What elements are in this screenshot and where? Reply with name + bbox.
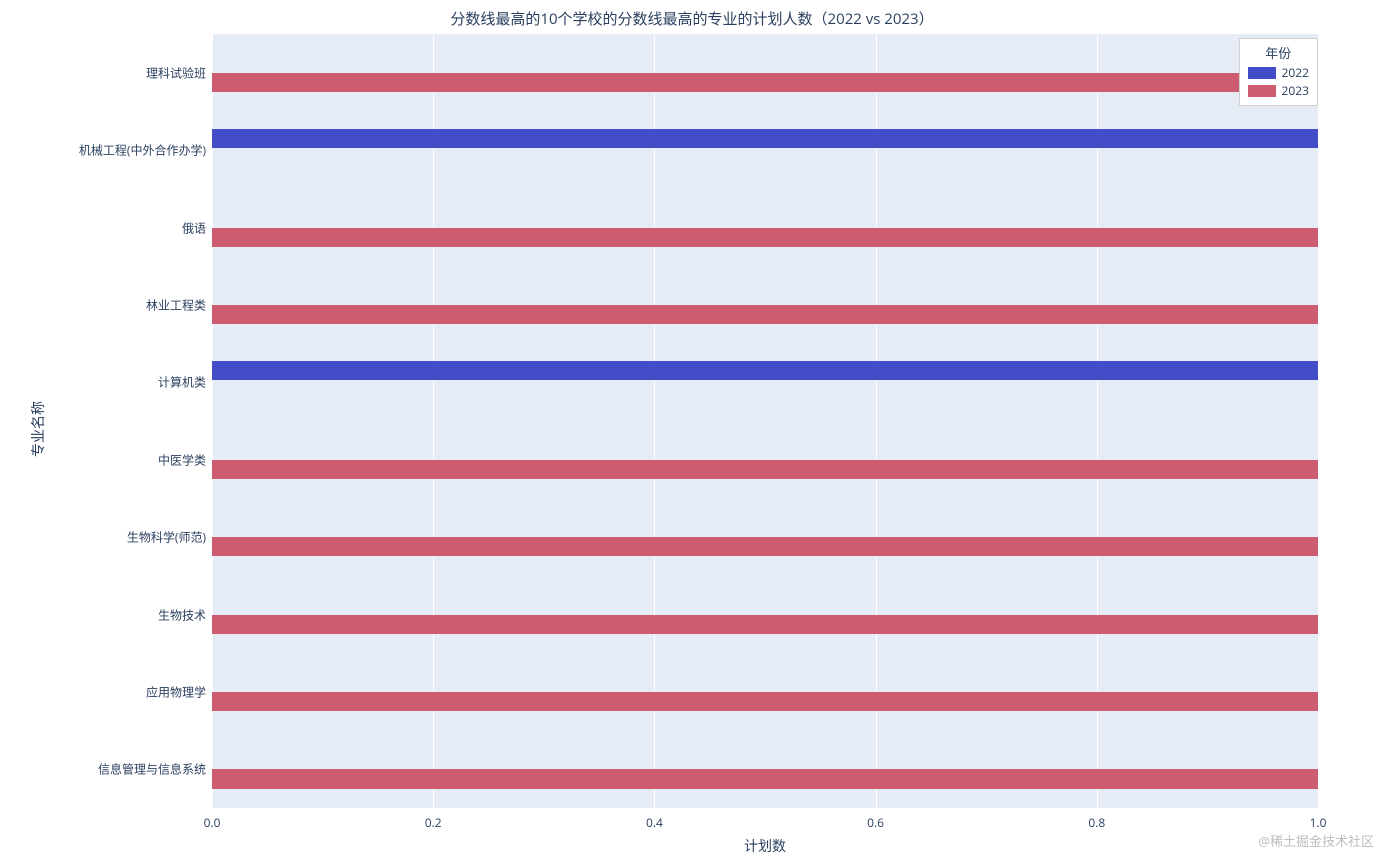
bar-2022 [212, 129, 1318, 148]
x-tick-label: 0.4 [646, 814, 663, 831]
bar-2022 [212, 361, 1318, 380]
chart-container: 分数线最高的10个学校的分数线最高的专业的计划人数（2022 vs 2023） … [0, 0, 1384, 858]
bar-2023 [212, 305, 1318, 324]
legend-item-2022[interactable]: 2022 [1248, 64, 1309, 81]
legend-label: 2022 [1282, 64, 1309, 81]
bar-2023 [212, 460, 1318, 479]
y-tick-label: 信息管理与信息系统 [98, 761, 206, 778]
bar-2023 [212, 73, 1318, 92]
legend-item-2023[interactable]: 2023 [1248, 82, 1309, 99]
legend: 年份 20222023 [1239, 38, 1318, 106]
y-tick-label: 应用物理学 [146, 683, 206, 700]
watermark: @稀土掘金技术社区 [1258, 831, 1374, 850]
x-tick-label: 0.6 [867, 814, 884, 831]
x-tick-label: 0.0 [204, 814, 221, 831]
y-tick-label: 生物技术 [158, 606, 206, 623]
bar-2023 [212, 537, 1318, 556]
legend-title: 年份 [1248, 43, 1309, 62]
bar-2023 [212, 692, 1318, 711]
x-tick-label: 0.8 [1088, 814, 1105, 831]
y-tick-label: 理科试验班 [146, 64, 206, 81]
x-tick-label: 0.2 [425, 814, 442, 831]
x-axis-title: 计划数 [212, 836, 1318, 856]
y-axis-title: 专业名称 [28, 401, 48, 457]
legend-label: 2023 [1282, 82, 1309, 99]
legend-swatch [1248, 67, 1276, 79]
y-tick-label: 生物科学(师范) [127, 529, 206, 546]
y-tick-label: 中医学类 [158, 451, 206, 468]
y-tick-label: 俄语 [182, 219, 206, 236]
x-tick-label: 1.0 [1310, 814, 1327, 831]
y-tick-label: 机械工程(中外合作办学) [79, 142, 206, 159]
x-gridline [1318, 34, 1319, 808]
y-tick-label: 林业工程类 [146, 296, 206, 313]
bar-2023 [212, 228, 1318, 247]
bar-2023 [212, 615, 1318, 634]
bar-2023 [212, 769, 1318, 788]
legend-swatch [1248, 85, 1276, 97]
y-tick-label: 计算机类 [158, 374, 206, 391]
plot-area [212, 34, 1318, 808]
chart-title: 分数线最高的10个学校的分数线最高的专业的计划人数（2022 vs 2023） [0, 8, 1384, 29]
